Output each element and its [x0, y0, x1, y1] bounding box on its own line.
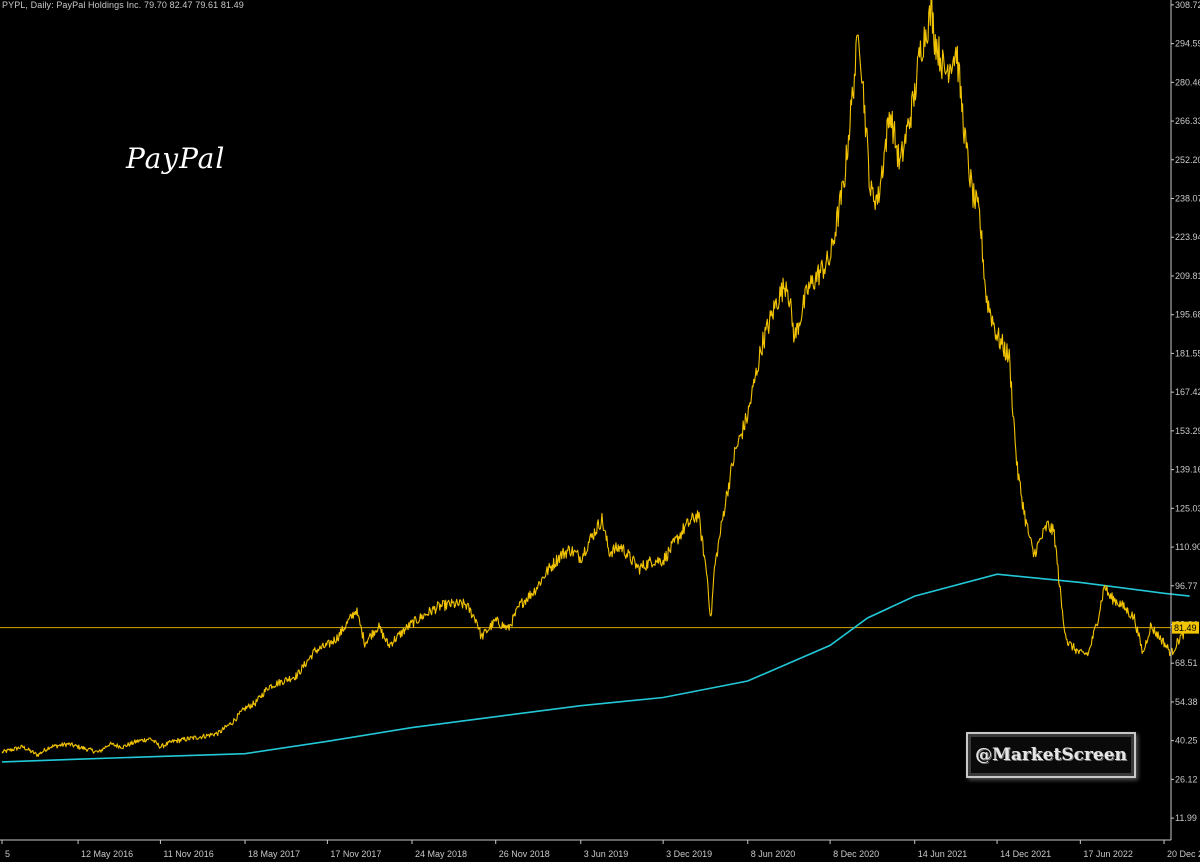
- x-tick-labels: 5 12 May 2016 11 Nov 2016 18 May 2017 17 Nov…: [1, 840, 1200, 859]
- y-tick-label: 280.46: [1175, 77, 1200, 87]
- x-tick-label: 12 May 2016: [81, 849, 133, 859]
- current-price-tag: [1172, 621, 1199, 634]
- y-tick-label: 68.51: [1175, 658, 1198, 668]
- y-tick-label: 11.99: [1175, 813, 1197, 823]
- x-tick-label: 14 Dec 2021: [1000, 849, 1051, 859]
- x-tick-label: 3 Jun 2019: [584, 849, 629, 859]
- x-tick-label: 24 May 2018: [415, 849, 467, 859]
- x-tick-label: 14 Jun 2021: [918, 849, 968, 859]
- x-tick-label: 3 Dec 2019: [666, 849, 712, 859]
- x-tick-label: 20 Dec 2022: [1167, 849, 1200, 859]
- price-tag-layer: 81.49: [1172, 621, 1199, 634]
- x-tick-label: 11 Nov 2016: [163, 849, 213, 859]
- y-tick-label: 153.29: [1175, 426, 1200, 436]
- x-tick-label: 17 Nov 2017: [330, 849, 381, 859]
- y-tick-label: 294.59: [1175, 39, 1200, 49]
- y-tick-label: 54.38: [1175, 697, 1198, 707]
- x-tick-label: 8 Dec 2020: [833, 849, 879, 859]
- y-tick-label: 209.81: [1175, 271, 1200, 281]
- brand-label: PayPal: [126, 142, 226, 175]
- y-tick-label: 238.07: [1175, 194, 1200, 204]
- x-tick-label: 5: [5, 849, 10, 859]
- x-tick-label: 18 May 2017: [248, 849, 300, 859]
- x-tick-label: 8 Jun 2020: [751, 849, 796, 859]
- y-tick-label: 308.72: [1175, 0, 1200, 10]
- watermark-badge: @MarketScreen: [966, 732, 1136, 778]
- y-tick-label: 96.77: [1175, 581, 1198, 591]
- y-tick-label: 110.90: [1175, 542, 1200, 552]
- y-tick-label: 266.33: [1175, 116, 1200, 126]
- y-tick-label: 26.12: [1175, 774, 1198, 784]
- y-tick-label: 40.25: [1175, 736, 1198, 746]
- y-tick-label: 181.55: [1175, 348, 1200, 358]
- y-tick-label: 195.68: [1175, 310, 1200, 320]
- y-tick-label: 167.42: [1175, 387, 1200, 397]
- x-tick-label: 26 Nov 2018: [499, 849, 550, 859]
- moving-average-layer: [1, 573, 1190, 763]
- y-tick-label: 223.94: [1175, 232, 1200, 242]
- watermark-text: @MarketScreen: [975, 745, 1127, 765]
- current-price-tag-label: 81.49: [1174, 623, 1197, 633]
- moving-average-line: [1, 573, 1190, 763]
- y-tick-label: 252.20: [1175, 155, 1200, 165]
- price-line: [1, 0, 1191, 757]
- chart-header: PYPL, Daily: PayPal Holdings Inc. 79.70 …: [2, 0, 244, 10]
- y-tick-labels: 308.72 294.59 280.46 266.33 252.20 238.07 223.…: [1171, 0, 1200, 823]
- y-tick-label: 139.16: [1175, 465, 1200, 475]
- price-line-layer: [1, 0, 1191, 757]
- y-tick-label: 125.03: [1175, 503, 1200, 513]
- x-tick-label: 17 Jun 2022: [1083, 849, 1133, 859]
